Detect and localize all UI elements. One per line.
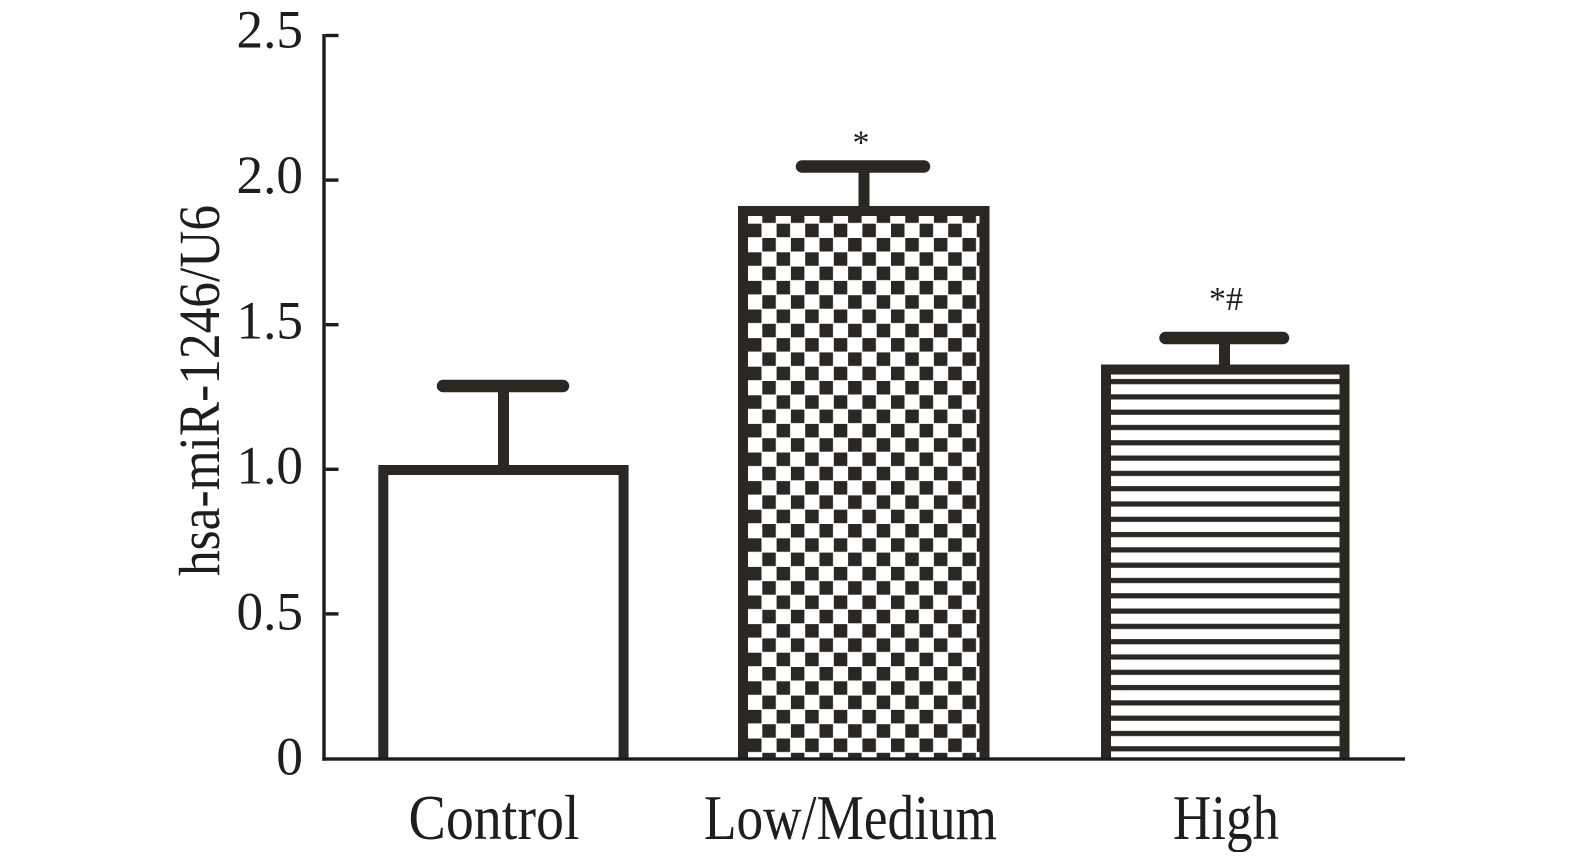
svg-text:0: 0 [276,726,303,786]
svg-text:0.5: 0.5 [237,582,304,642]
svg-text:Control: Control [409,782,580,852]
svg-text:High: High [1173,782,1279,852]
svg-text:2.5: 2.5 [237,0,304,60]
svg-text:2.0: 2.0 [237,145,304,205]
svg-text:*#: *# [1209,281,1243,318]
svg-text:1.0: 1.0 [237,436,304,496]
svg-text:*: * [853,125,870,162]
svg-text:1.5: 1.5 [237,291,304,351]
svg-text:hsa-miR-1246/U6: hsa-miR-1246/U6 [167,205,232,576]
svg-text:Low/Medium: Low/Medium [704,782,997,852]
